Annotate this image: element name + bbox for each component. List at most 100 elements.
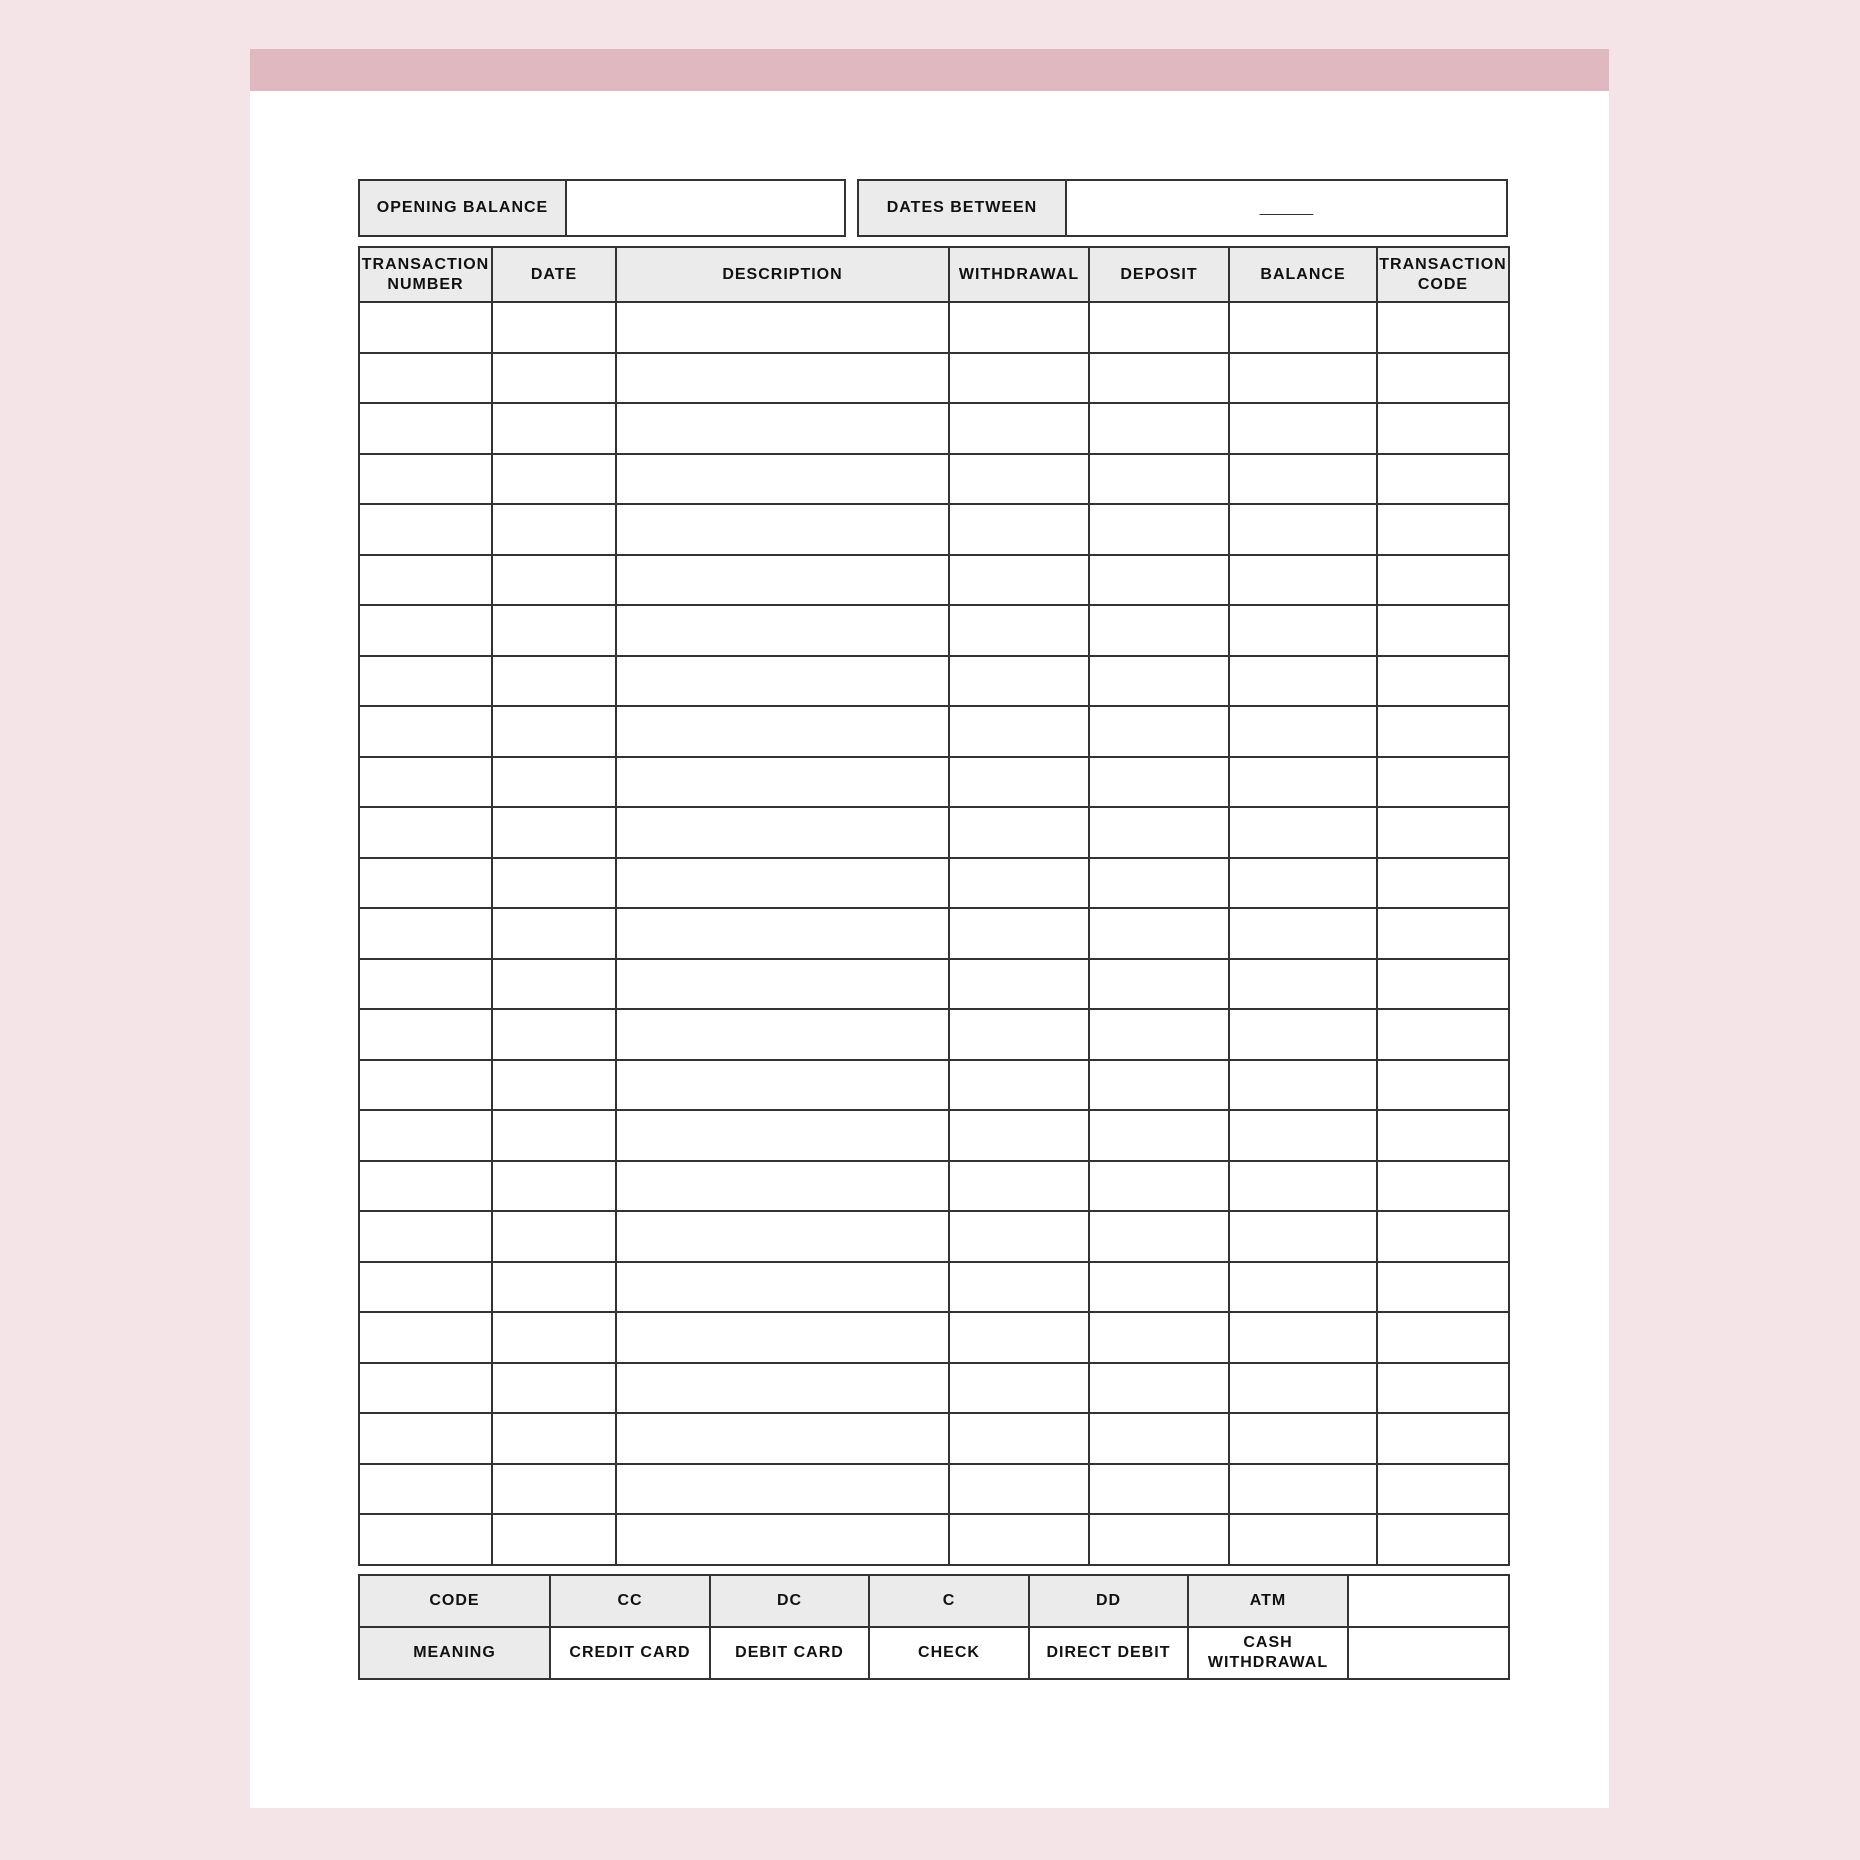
- table-cell[interactable]: [1228, 1462, 1378, 1515]
- table-cell[interactable]: [358, 503, 493, 556]
- table-cell[interactable]: [615, 1210, 950, 1263]
- table-cell[interactable]: [948, 1412, 1090, 1465]
- table-cell[interactable]: [491, 1412, 617, 1465]
- table-cell[interactable]: [615, 1513, 950, 1566]
- table-cell[interactable]: [615, 806, 950, 859]
- table-cell[interactable]: [1376, 1159, 1510, 1212]
- table-cell[interactable]: [1376, 1412, 1510, 1465]
- table-cell[interactable]: [1376, 1462, 1510, 1515]
- table-cell[interactable]: [1376, 1058, 1510, 1111]
- table-cell[interactable]: [358, 1058, 493, 1111]
- table-cell[interactable]: [1228, 856, 1378, 909]
- table-cell[interactable]: [1088, 1412, 1230, 1465]
- table-cell[interactable]: [615, 907, 950, 960]
- table-cell[interactable]: [1376, 1513, 1510, 1566]
- table-cell[interactable]: [1228, 1210, 1378, 1263]
- table-cell[interactable]: [358, 1159, 493, 1212]
- table-cell[interactable]: [358, 1462, 493, 1515]
- table-cell[interactable]: [1376, 907, 1510, 960]
- table-cell[interactable]: [615, 705, 950, 758]
- table-cell[interactable]: [1228, 957, 1378, 1010]
- dates-between-field[interactable]: ______: [1067, 181, 1506, 235]
- table-cell[interactable]: [1228, 301, 1378, 354]
- table-cell[interactable]: [615, 1109, 950, 1162]
- table-cell[interactable]: [358, 806, 493, 859]
- table-cell[interactable]: [1088, 907, 1230, 960]
- table-cell[interactable]: [1088, 856, 1230, 909]
- table-cell[interactable]: [1376, 1210, 1510, 1263]
- table-cell[interactable]: [1088, 1159, 1230, 1212]
- table-cell[interactable]: [491, 402, 617, 455]
- table-cell[interactable]: [1376, 705, 1510, 758]
- table-cell[interactable]: [491, 705, 617, 758]
- table-cell[interactable]: [1088, 452, 1230, 505]
- table-cell[interactable]: [1088, 1210, 1230, 1263]
- table-cell[interactable]: [491, 1109, 617, 1162]
- table-cell[interactable]: [948, 452, 1090, 505]
- table-cell[interactable]: [948, 806, 1090, 859]
- table-cell[interactable]: [491, 1260, 617, 1313]
- table-cell[interactable]: [948, 957, 1090, 1010]
- table-cell[interactable]: [1376, 301, 1510, 354]
- opening-balance-field[interactable]: [567, 181, 844, 235]
- table-cell[interactable]: [615, 1462, 950, 1515]
- table-cell[interactable]: [615, 1361, 950, 1414]
- table-cell[interactable]: [491, 1008, 617, 1061]
- table-cell[interactable]: [1376, 402, 1510, 455]
- table-cell[interactable]: [1088, 351, 1230, 404]
- table-cell[interactable]: [615, 402, 950, 455]
- table-cell[interactable]: [1376, 503, 1510, 556]
- table-cell[interactable]: [358, 1260, 493, 1313]
- table-cell[interactable]: [358, 1109, 493, 1162]
- table-cell[interactable]: [1228, 1513, 1378, 1566]
- table-cell[interactable]: [1088, 402, 1230, 455]
- table-cell[interactable]: [358, 301, 493, 354]
- table-cell[interactable]: [491, 351, 617, 404]
- table-cell[interactable]: [1228, 351, 1378, 404]
- table-cell[interactable]: [948, 1058, 1090, 1111]
- table-cell[interactable]: [615, 1311, 950, 1364]
- table-cell[interactable]: [358, 856, 493, 909]
- table-cell[interactable]: [491, 907, 617, 960]
- table-cell[interactable]: [491, 452, 617, 505]
- table-cell[interactable]: [1376, 957, 1510, 1010]
- table-cell[interactable]: [948, 1008, 1090, 1061]
- table-cell[interactable]: [491, 957, 617, 1010]
- table-cell[interactable]: [491, 806, 617, 859]
- table-cell[interactable]: [358, 1412, 493, 1465]
- table-cell[interactable]: [948, 503, 1090, 556]
- table-cell[interactable]: [948, 1159, 1090, 1212]
- table-cell[interactable]: [615, 553, 950, 606]
- table-cell[interactable]: [1088, 553, 1230, 606]
- table-cell[interactable]: [1088, 806, 1230, 859]
- table-cell[interactable]: [1088, 1361, 1230, 1414]
- table-cell[interactable]: [1088, 654, 1230, 707]
- table-cell[interactable]: [948, 856, 1090, 909]
- table-cell[interactable]: [358, 705, 493, 758]
- table-cell[interactable]: [1376, 351, 1510, 404]
- table-cell[interactable]: [1088, 1311, 1230, 1364]
- table-cell[interactable]: [948, 604, 1090, 657]
- table-cell[interactable]: [491, 301, 617, 354]
- table-cell[interactable]: [615, 856, 950, 909]
- table-cell[interactable]: [1228, 705, 1378, 758]
- table-cell[interactable]: [1228, 1109, 1378, 1162]
- table-cell[interactable]: [358, 402, 493, 455]
- table-cell[interactable]: [1228, 1260, 1378, 1313]
- table-cell[interactable]: [358, 755, 493, 808]
- table-cell[interactable]: [491, 654, 617, 707]
- table-cell[interactable]: [358, 604, 493, 657]
- table-cell[interactable]: [615, 957, 950, 1010]
- table-cell[interactable]: [358, 1513, 493, 1566]
- table-cell[interactable]: [1376, 654, 1510, 707]
- table-cell[interactable]: [1376, 1109, 1510, 1162]
- table-cell[interactable]: [358, 654, 493, 707]
- table-cell[interactable]: [1228, 1159, 1378, 1212]
- table-cell[interactable]: [1376, 1260, 1510, 1313]
- table-cell[interactable]: [491, 553, 617, 606]
- table-cell[interactable]: [1228, 553, 1378, 606]
- table-cell[interactable]: [1088, 301, 1230, 354]
- table-cell[interactable]: [948, 1210, 1090, 1263]
- table-cell[interactable]: [491, 1311, 617, 1364]
- table-cell[interactable]: [1228, 503, 1378, 556]
